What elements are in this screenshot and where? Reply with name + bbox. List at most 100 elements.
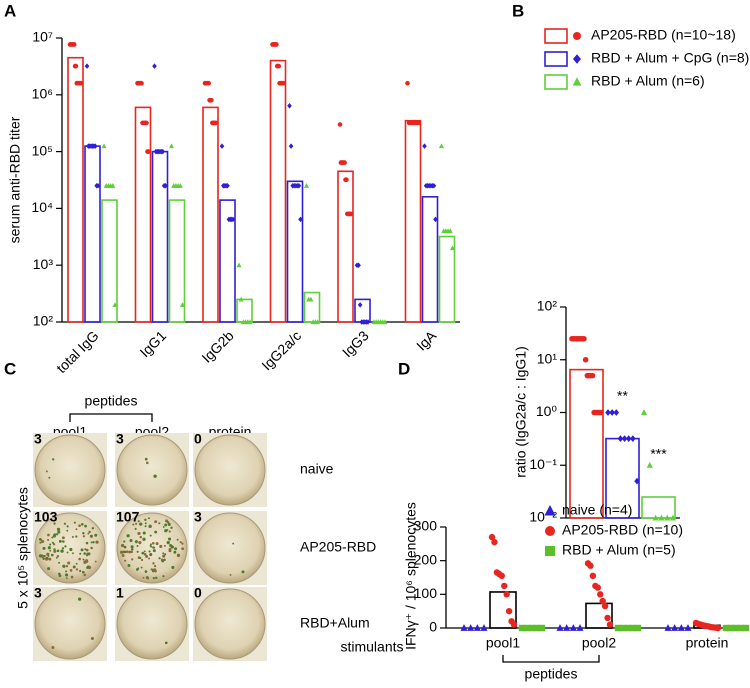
- legend-label: AP205-RBD (n=10~18): [591, 27, 736, 43]
- spot: [63, 522, 67, 525]
- point: [505, 607, 513, 615]
- spot: [241, 570, 245, 574]
- spot: [90, 541, 93, 544]
- annotation: ***: [650, 446, 667, 462]
- spot: [168, 530, 171, 533]
- group-label: peptides: [525, 666, 578, 682]
- spot: [79, 569, 82, 573]
- spot: [120, 543, 125, 548]
- spot: [152, 562, 155, 565]
- point: [416, 120, 421, 126]
- spot: [127, 564, 131, 568]
- point: [144, 120, 149, 126]
- spot: [164, 529, 168, 533]
- bar: [219, 199, 236, 323]
- point: [287, 103, 292, 109]
- spot-count: 3: [116, 431, 124, 447]
- spot: [45, 470, 48, 473]
- spot: [56, 549, 60, 553]
- well: [116, 588, 188, 660]
- point: [589, 372, 596, 379]
- spot: [94, 533, 98, 537]
- bar: [489, 591, 517, 629]
- spot-count: 1: [116, 585, 124, 601]
- spot: [137, 520, 140, 523]
- spot: [144, 457, 148, 461]
- spot: [181, 542, 184, 545]
- spot: [72, 565, 76, 569]
- panel-label: B: [512, 1, 524, 20]
- spot: [85, 548, 89, 552]
- spot: [125, 550, 129, 553]
- spot: [82, 535, 85, 538]
- point: [597, 591, 604, 598]
- point: [582, 356, 589, 363]
- spots: [164, 641, 168, 645]
- point: [605, 409, 611, 416]
- spot: [229, 573, 232, 576]
- spot: [46, 552, 50, 556]
- spot: [65, 570, 68, 573]
- spot: [47, 533, 50, 537]
- spot: [123, 540, 126, 543]
- bar: [354, 298, 371, 323]
- spot: [122, 550, 126, 554]
- y-tick-label: 300: [414, 518, 438, 534]
- spot: [154, 530, 158, 534]
- spot: [87, 532, 90, 535]
- spot: [78, 524, 81, 528]
- spot: [152, 549, 156, 553]
- spot: [75, 568, 79, 571]
- y-tick-label: 10⁰: [536, 403, 558, 419]
- spot: [158, 522, 161, 525]
- point: [206, 80, 211, 86]
- spot: [136, 545, 139, 548]
- spot: [82, 532, 85, 535]
- point: [247, 319, 253, 325]
- point: [467, 624, 475, 631]
- spot: [86, 552, 89, 555]
- spot: [65, 565, 69, 568]
- bar: [421, 196, 439, 323]
- well: [34, 588, 106, 660]
- bar: [236, 298, 253, 323]
- panel-label: D: [398, 359, 410, 378]
- spot: [56, 527, 61, 531]
- point: [473, 624, 481, 631]
- spot: [81, 570, 85, 574]
- y-tick-label: 10⁵: [32, 142, 53, 158]
- point: [139, 80, 144, 86]
- point: [664, 624, 672, 631]
- spot: [140, 558, 144, 562]
- spot: [155, 542, 159, 546]
- point: [569, 624, 577, 631]
- y-axis-label: ratio (IgG2a/c : IgG1): [513, 346, 529, 478]
- x-axis-label: stimulants: [340, 639, 403, 655]
- spot-count: 103: [34, 509, 58, 525]
- point: [614, 624, 622, 632]
- spot: [143, 550, 146, 553]
- point: [624, 624, 632, 632]
- spot: [58, 539, 62, 543]
- point: [510, 621, 518, 628]
- point: [308, 296, 314, 302]
- row-label: RBD+Alum: [300, 615, 370, 631]
- point: [480, 624, 488, 631]
- spot: [141, 551, 145, 555]
- point: [179, 302, 186, 307]
- spot: [130, 545, 134, 549]
- spot: [78, 597, 82, 601]
- spot: [89, 534, 93, 538]
- spot: [71, 552, 74, 555]
- spot: [57, 530, 61, 534]
- spot: [170, 545, 174, 549]
- spot: [95, 540, 99, 544]
- spot: [53, 522, 56, 525]
- spot: [48, 476, 51, 479]
- spot: [162, 554, 166, 558]
- row-label: naive: [300, 461, 334, 477]
- point: [73, 63, 79, 69]
- point: [573, 32, 581, 40]
- spot: [75, 528, 78, 531]
- x-tick-label: IgG2b: [198, 327, 236, 365]
